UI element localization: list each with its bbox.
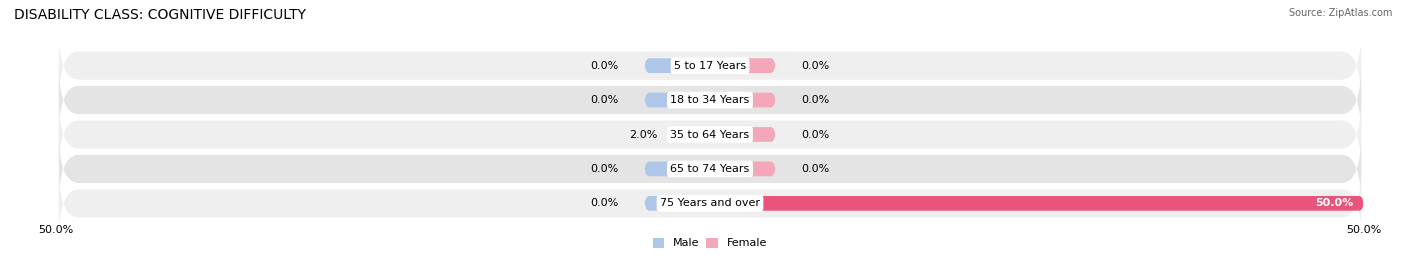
Text: Source: ZipAtlas.com: Source: ZipAtlas.com: [1288, 8, 1392, 18]
Text: 5 to 17 Years: 5 to 17 Years: [673, 61, 747, 71]
Text: 0.0%: 0.0%: [591, 198, 619, 208]
Text: DISABILITY CLASS: COGNITIVE DIFFICULTY: DISABILITY CLASS: COGNITIVE DIFFICULTY: [14, 8, 307, 22]
Text: 0.0%: 0.0%: [591, 164, 619, 174]
FancyBboxPatch shape: [59, 166, 1361, 241]
FancyBboxPatch shape: [644, 162, 710, 176]
Text: 0.0%: 0.0%: [801, 61, 830, 71]
Text: 2.0%: 2.0%: [630, 129, 658, 140]
Text: 0.0%: 0.0%: [591, 95, 619, 105]
FancyBboxPatch shape: [710, 162, 776, 176]
FancyBboxPatch shape: [59, 97, 1361, 172]
FancyBboxPatch shape: [644, 58, 710, 73]
Text: 0.0%: 0.0%: [801, 164, 830, 174]
FancyBboxPatch shape: [710, 93, 776, 107]
FancyBboxPatch shape: [59, 62, 1361, 138]
Text: 65 to 74 Years: 65 to 74 Years: [671, 164, 749, 174]
FancyBboxPatch shape: [710, 196, 1364, 211]
Text: 0.0%: 0.0%: [591, 61, 619, 71]
FancyBboxPatch shape: [710, 58, 776, 73]
FancyBboxPatch shape: [59, 28, 1361, 103]
Legend: Male, Female: Male, Female: [648, 233, 772, 253]
Text: 0.0%: 0.0%: [801, 129, 830, 140]
FancyBboxPatch shape: [59, 131, 1361, 207]
FancyBboxPatch shape: [644, 196, 710, 211]
FancyBboxPatch shape: [683, 127, 710, 142]
Text: 35 to 64 Years: 35 to 64 Years: [671, 129, 749, 140]
Text: 50.0%: 50.0%: [1315, 198, 1354, 208]
FancyBboxPatch shape: [710, 127, 776, 142]
FancyBboxPatch shape: [644, 93, 710, 107]
Text: 0.0%: 0.0%: [801, 95, 830, 105]
Text: 75 Years and over: 75 Years and over: [659, 198, 761, 208]
Text: 18 to 34 Years: 18 to 34 Years: [671, 95, 749, 105]
